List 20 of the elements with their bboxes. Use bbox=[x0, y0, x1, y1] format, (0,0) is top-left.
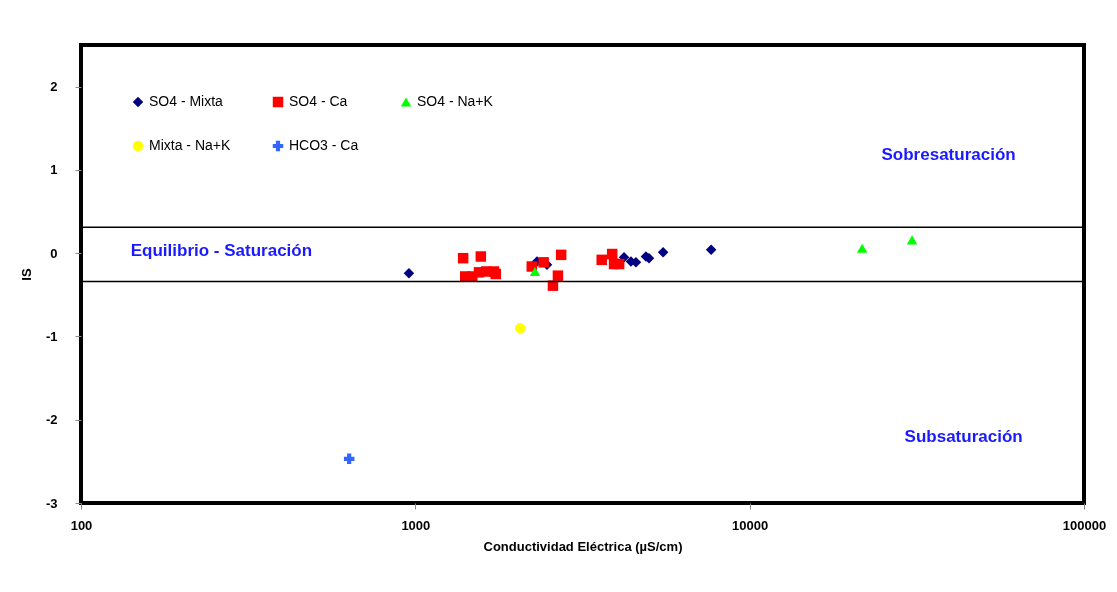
y-tick-label: -3 bbox=[45, 495, 58, 511]
legend-label: Mixta - Na+K bbox=[149, 137, 231, 153]
x-tick-label: 1000 bbox=[401, 517, 431, 533]
x-tick-label: 100 bbox=[70, 517, 93, 533]
y-tick-label: 2 bbox=[50, 79, 58, 95]
legend-label: SO4 - Na+K bbox=[417, 93, 494, 109]
x-tick-label: 100000 bbox=[1062, 517, 1107, 533]
y-tick-label: -2 bbox=[45, 412, 58, 428]
y-tick-label: 1 bbox=[50, 162, 58, 178]
legend-label: HCO3 - Ca bbox=[289, 137, 359, 153]
legend-label: SO4 - Mixta bbox=[149, 93, 224, 109]
y-axis-title: IS bbox=[18, 268, 34, 281]
y-tick-label: 0 bbox=[50, 245, 58, 261]
annotation: Equilibrio - Saturación bbox=[130, 241, 313, 261]
x-axis-title: Conductividad Eléctrica (µS/cm) bbox=[483, 538, 683, 554]
legend-label: SO4 - Ca bbox=[289, 93, 348, 109]
annotation: Sobresaturación bbox=[881, 144, 1016, 164]
y-tick-label: -1 bbox=[45, 328, 58, 344]
annotation: Subsaturación bbox=[904, 426, 1023, 446]
x-tick-label: 10000 bbox=[732, 517, 769, 533]
